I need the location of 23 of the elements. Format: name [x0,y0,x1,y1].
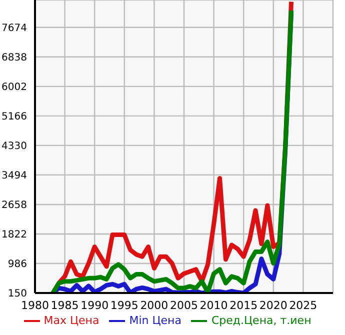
y-tick-label: 1822 [2,230,27,241]
y-tick-label: 3494 [2,170,27,182]
x-tick-label: 2010 [200,298,228,312]
y-tick-label: 5166 [2,111,27,122]
y-tick-label: 4330 [2,140,27,152]
y-tick-label: 986 [8,259,27,270]
x-tick-label: 1980 [21,298,49,312]
y-tick-label: 6838 [2,52,27,64]
legend-label: Min Цена [129,314,182,328]
x-tick-label: 2025 [289,298,318,312]
x-tick-label: 2000 [140,298,168,312]
y-tick-label: 2658 [2,200,27,212]
y-tick-label: 6002 [2,82,27,93]
y-tick-label: 7674 [2,22,27,34]
y-tick-label: 150 [8,288,27,300]
x-tick-label: 2005 [170,298,198,312]
x-tick-label: 2015 [230,298,258,312]
x-tick-label: 2020 [259,298,288,312]
x-tick-label: 1995 [110,298,138,312]
legend-label: Сред.Цена, т.иен [211,314,312,328]
legend-label: Max Цена [44,314,100,328]
x-tick-label: 1990 [80,298,109,312]
x-tick-label: 1985 [50,298,79,312]
